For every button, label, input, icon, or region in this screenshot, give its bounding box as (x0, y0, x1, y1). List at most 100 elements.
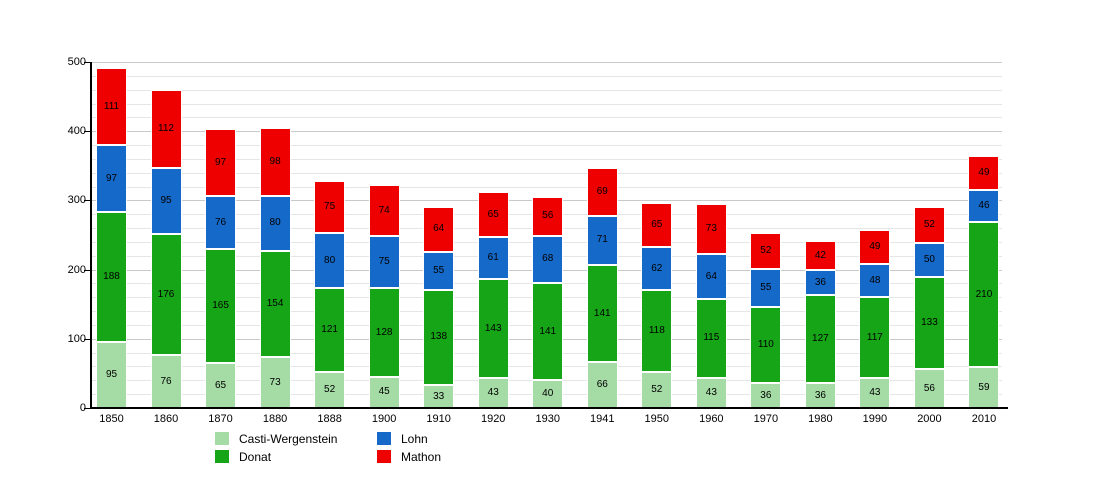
bar-1880: 73 154 80 98 (259, 62, 291, 408)
bar-1930: 40 141 68 56 (532, 62, 564, 408)
bar-segment-casti-wergenstein: 56 (913, 369, 945, 408)
bar-segment-donat: 176 (150, 233, 182, 356)
bar-segment-donat: 128 (368, 288, 400, 377)
y-tick-label: 200 (67, 263, 86, 276)
bar-1941: 66 141 71 69 (586, 62, 618, 408)
bar-value-label: 76 (214, 216, 227, 228)
bar-value-label: 49 (978, 167, 990, 179)
y-tick-label: 0 (79, 402, 86, 414)
legend-label-lohn: Lohn (401, 431, 428, 446)
bar-value-label: 188 (103, 271, 120, 283)
bar-1900: 45 128 75 74 (368, 62, 400, 408)
bar-value-label: 71 (596, 234, 608, 246)
bar-segment-donat: 165 (205, 248, 237, 364)
bar-segment-lohn: 55 (750, 268, 782, 307)
bar-value-label: 65 (651, 218, 663, 230)
bar-value-label: 52 (760, 244, 772, 256)
x-axis (90, 407, 1008, 409)
bar-value-label: 52 (923, 218, 935, 230)
x-tick-label-1960: 1960 (699, 413, 724, 425)
x-tick-label-2010: 2010 (971, 413, 997, 425)
bar-1888: 52 121 80 75 (314, 62, 346, 408)
gridline-minor (92, 89, 1002, 91)
legend-swatch-mathon (377, 450, 391, 463)
bar-value-label: 36 (814, 276, 826, 288)
bar-segment-casti-wergenstein: 95 (96, 342, 127, 408)
bar-segment-donat: 121 (314, 288, 346, 373)
bar-segment-lohn: 46 (968, 190, 1000, 222)
legend-label-mathon: Mathon (401, 449, 442, 464)
bar-segment-mathon: 52 (750, 232, 782, 269)
bar-value-label: 56 (542, 210, 554, 222)
bar-segment-lohn: 75 (368, 236, 400, 289)
legend-item-casti-wergenstein: Casti-Wergenstein (215, 431, 337, 446)
bar-value-label: 141 (539, 325, 557, 337)
bar-1950: 52 118 62 65 (641, 62, 673, 408)
bar-1970: 36 110 55 52 (750, 62, 782, 408)
legend: Casti-Wergenstein Donat Lohn Mathon (0, 427, 1100, 472)
bar-segment-donat: 154 (259, 250, 291, 358)
bar-value-label: 127 (812, 333, 829, 345)
bar-value-label: 117 (866, 331, 883, 343)
legend-item-donat: Donat (215, 449, 271, 464)
x-tick-label-1980: 1980 (808, 413, 833, 425)
bar-value-label: 48 (869, 274, 881, 286)
bar-value-label: 95 (105, 369, 118, 381)
bar-value-label: 65 (214, 379, 227, 391)
x-tick-label-1870: 1870 (208, 413, 233, 425)
bar-value-label: 95 (160, 194, 172, 206)
legend-swatch-casti-wergenstein (215, 432, 229, 445)
bar-value-label: 64 (705, 270, 717, 282)
bar-value-label: 75 (378, 256, 390, 268)
bar-segment-mathon: 75 (314, 181, 346, 233)
gridline-minor (92, 172, 1002, 174)
bar-value-label: 43 (869, 387, 881, 399)
bar-value-label: 80 (269, 217, 281, 229)
bar-value-label: 65 (487, 208, 499, 220)
bar-value-label: 59 (978, 381, 990, 393)
gridline-minor (92, 186, 1002, 188)
bar-value-label: 33 (433, 390, 445, 402)
bar-value-label: 141 (593, 307, 611, 319)
bar-value-label: 61 (487, 252, 499, 264)
bar-value-label: 121 (321, 324, 338, 336)
x-tick-label-1860: 1860 (153, 413, 179, 425)
bar-value-label: 176 (157, 288, 175, 300)
bar-segment-mathon: 97 (205, 129, 237, 197)
bar-segment-donat: 133 (913, 277, 945, 370)
y-tick-mark (84, 269, 90, 271)
bar-segment-casti-wergenstein: 40 (532, 380, 564, 408)
bar-segment-casti-wergenstein: 43 (859, 378, 891, 408)
gridline-minor (92, 145, 1002, 147)
bar-segment-mathon: 52 (913, 206, 945, 243)
bar-segment-casti-wergenstein: 52 (314, 372, 346, 408)
bar-segment-lohn: 50 (913, 242, 945, 278)
bar-segment-mathon: 74 (368, 185, 400, 237)
bar-value-label: 133 (921, 317, 938, 329)
bar-segment-casti-wergenstein: 66 (586, 362, 618, 408)
bar-segment-casti-wergenstein: 33 (423, 385, 455, 408)
bar-segment-mathon: 49 (859, 230, 891, 265)
bar-segment-donat: 118 (641, 290, 673, 373)
bar-segment-lohn: 64 (695, 254, 727, 299)
bar-segment-casti-wergenstein: 73 (259, 357, 291, 408)
bar-segment-lohn: 48 (859, 264, 891, 298)
bar-value-label: 138 (430, 331, 448, 343)
x-tick-label-1990: 1990 (862, 413, 888, 425)
bar-segment-casti-wergenstein: 43 (477, 378, 509, 408)
gridline-major (92, 62, 1002, 63)
x-tick-label-1920: 1920 (480, 413, 506, 425)
bar-value-label: 154 (266, 298, 284, 310)
bar-segment-casti-wergenstein: 59 (968, 367, 1000, 408)
bar-segment-mathon: 65 (477, 192, 509, 238)
bar-value-label: 110 (757, 339, 774, 351)
bar-value-label: 68 (542, 253, 554, 265)
y-tick-label: 300 (67, 194, 86, 207)
bar-value-label: 36 (760, 389, 772, 401)
bar-segment-lohn: 97 (96, 145, 127, 213)
bar-value-label: 62 (651, 262, 663, 274)
bar-value-label: 69 (596, 185, 608, 197)
bar-segment-donat: 127 (804, 295, 836, 384)
bar-segment-lohn: 95 (150, 167, 182, 234)
bar-segment-donat: 141 (532, 282, 564, 381)
